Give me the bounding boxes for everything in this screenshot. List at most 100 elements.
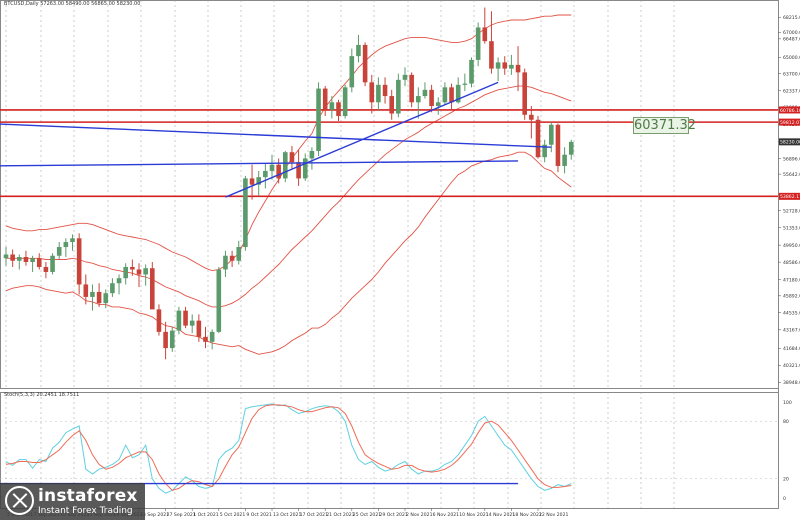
candle-body (296, 162, 301, 179)
candle-body (435, 102, 441, 107)
candle-body (316, 88, 321, 151)
candle-body (249, 178, 255, 185)
candle-body (176, 310, 182, 331)
candle-body (56, 247, 62, 256)
candle-body (169, 330, 175, 349)
candle-body (163, 331, 168, 349)
date-tick-label: 25 Oct 2021 (353, 512, 381, 518)
candle-body (515, 64, 521, 73)
candle-body (356, 44, 361, 57)
grid (5, 0, 675, 508)
price-tick-label: 45892.00 (783, 294, 800, 300)
price-tag (779, 192, 800, 200)
candle-body (43, 266, 49, 272)
date-tick-label: 14 Nov 2021 (486, 512, 515, 518)
candle-body (229, 255, 235, 261)
price-tag-label: 53862.17 (780, 194, 800, 200)
candle-body (442, 87, 448, 103)
price-tick-label: 51353.00 (783, 225, 800, 231)
price-tick-label: 56896.00 (783, 156, 800, 162)
candle-body (70, 238, 75, 243)
candle-body (462, 83, 468, 85)
candle-body (362, 44, 368, 83)
candle-body (283, 152, 288, 179)
date-tick-label: 6 Nov 2021 (433, 512, 460, 518)
candle-body (455, 84, 461, 103)
bollinger-lower-line (5, 151, 572, 355)
price-tick-label: 44535.00 (783, 311, 800, 317)
price-tag (779, 106, 800, 114)
candle-body (429, 89, 434, 107)
candle-body (110, 283, 115, 294)
candle-body (96, 291, 102, 304)
candle-body (469, 59, 474, 84)
price-tag-label: 60786.10 (780, 108, 800, 114)
candle-body (30, 258, 35, 262)
candle-body (10, 254, 15, 261)
price-tick-label: 48586.00 (783, 260, 800, 266)
candle-body (156, 309, 162, 332)
candle-body (63, 242, 69, 248)
price-tag (779, 118, 800, 126)
date-tick-label: 9 Oct 2021 (246, 512, 272, 518)
candle-body (143, 268, 148, 275)
date-tick-label: 2 Nov 2021 (406, 512, 433, 518)
oscillator-label: Stoch(5,3,3) 20.2451 18.7511 (4, 392, 80, 398)
date-tick-label: 10 Nov 2021 (459, 512, 488, 518)
candle-body (376, 84, 381, 103)
price-tick-label: 63700.00 (783, 71, 800, 77)
candle-body (482, 27, 488, 42)
candle-body (269, 164, 275, 171)
price-tag-label: 58230.00 (780, 140, 800, 146)
price-tick-label: 55642.00 (783, 172, 800, 178)
date-tick-label: 1 Oct 2021 (193, 512, 219, 518)
candle-body (489, 41, 494, 69)
candle-body (276, 164, 281, 179)
candle-body (17, 257, 22, 261)
candles (3, 7, 574, 360)
candle-body (475, 27, 481, 60)
candle-body (389, 96, 394, 114)
main-panel-frame (0, 0, 779, 389)
trendline (0, 160, 519, 167)
candle-body (329, 102, 335, 110)
candle-body (382, 84, 388, 97)
stoch-tick-label: 20 (783, 477, 789, 483)
candle-body (289, 152, 295, 163)
stoch-tick-label: 100 (783, 400, 792, 406)
price-badge: 60371.32 (633, 117, 697, 134)
candle-body (416, 96, 421, 103)
date-tick-label: 5 Oct 2021 (220, 512, 246, 518)
candle-body (529, 114, 534, 120)
candle-body (342, 87, 348, 117)
candle-body (216, 269, 222, 332)
candle-body (83, 284, 89, 297)
candle-body (203, 336, 208, 342)
chart-header: BTCUSD,Daily 57263.00 58490.00 56865.00 … (4, 1, 140, 7)
candle-body (422, 89, 428, 97)
candle-body (209, 331, 215, 342)
price-tick-label: 49950.00 (783, 243, 800, 249)
candle-body (502, 62, 508, 69)
candle-body (90, 291, 95, 297)
candle-body (3, 254, 9, 259)
candle-body (568, 141, 574, 155)
price-tick-label: 66487.00 (783, 37, 800, 43)
candle-body (509, 64, 514, 69)
price-tick-label: 41684.00 (783, 346, 800, 352)
date-tick-label: 27 Sep 2021 (167, 512, 196, 518)
price-tick-label: 52728.00 (783, 208, 800, 214)
date-tick-label: 13 Oct 2021 (273, 512, 301, 518)
instaforex-logo: instaforex Instant Forex Trading (0, 483, 145, 520)
stoch-d-line (5, 404, 572, 491)
candle-body (562, 154, 567, 166)
candle-body (535, 119, 541, 158)
candle-body (542, 144, 547, 158)
candle-body (396, 79, 401, 114)
logo-icon (5, 486, 34, 515)
stochastic-oscillator: 100 80 20 0 (0, 400, 792, 502)
price-tick-label: 67000.00 (783, 30, 800, 36)
price-tick-label: 68215.00 (783, 15, 800, 21)
logo-tagline: Instant Forex Trading (38, 506, 133, 516)
trendline (0, 123, 552, 148)
